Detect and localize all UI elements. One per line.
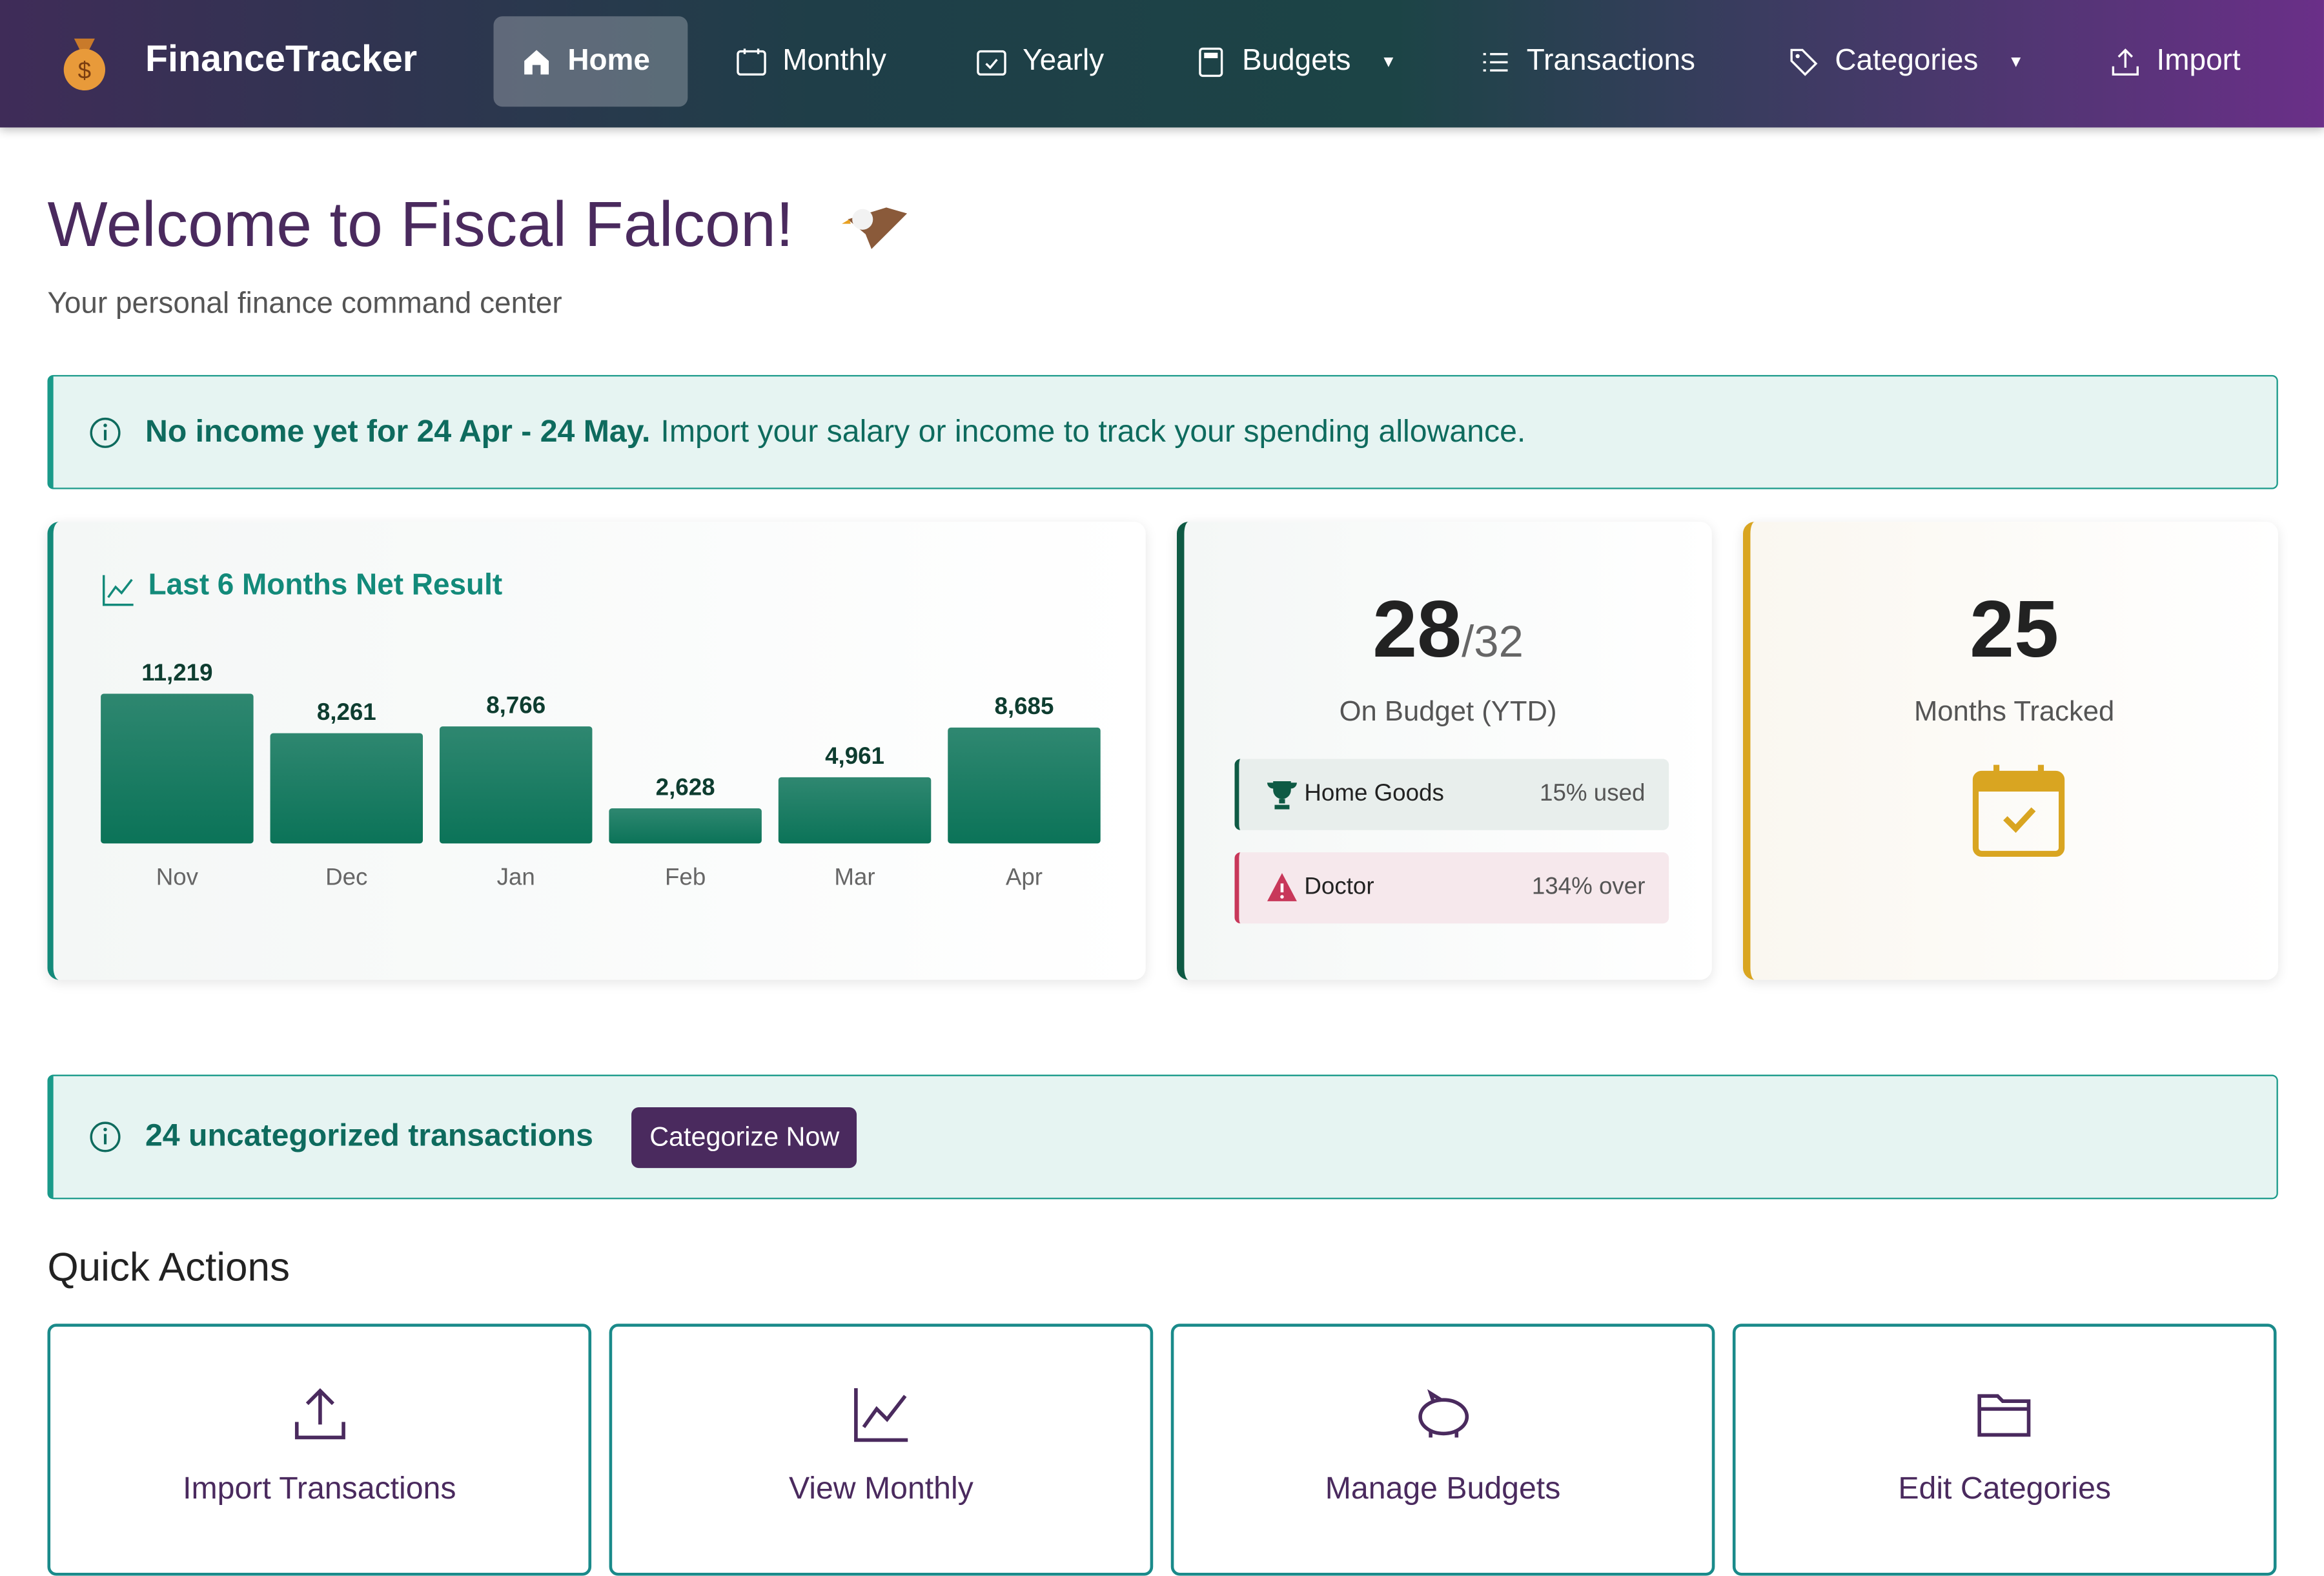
budget-row: Doctor 134% over bbox=[1234, 852, 1669, 924]
budget-status: 134% over bbox=[1531, 874, 1646, 900]
trophy-icon bbox=[1267, 781, 1297, 810]
nav-monthly[interactable]: Monthly bbox=[708, 16, 913, 107]
quick-action[interactable]: View Monthly bbox=[609, 1324, 1154, 1576]
value-label: 8,685 bbox=[995, 693, 1054, 719]
navbar: $ FinanceTracker Home Monthly Yearly Bud… bbox=[0, 0, 2324, 128]
bar bbox=[609, 808, 762, 844]
falcon-icon bbox=[842, 207, 908, 249]
svg-text:$: $ bbox=[78, 57, 91, 84]
nav-label: Transactions bbox=[1526, 44, 1695, 77]
quick-action[interactable]: Import Transactions bbox=[47, 1324, 592, 1576]
months-value: 25 bbox=[1970, 585, 2059, 675]
nav-label: Home bbox=[567, 44, 650, 77]
bar bbox=[101, 693, 254, 844]
months-card: 25 Months Tracked bbox=[1742, 522, 2278, 980]
x-tick-label: Nov bbox=[156, 864, 199, 890]
nav-transactions[interactable]: Transactions bbox=[1452, 16, 1722, 107]
nav-label: Categories bbox=[1835, 44, 1979, 77]
caret: ▼ bbox=[2008, 52, 2024, 71]
page-title: Welcome to Fiscal Falcon! bbox=[47, 189, 794, 261]
calendar-icon bbox=[1972, 764, 2065, 857]
months-label: Months Tracked bbox=[1913, 697, 2115, 728]
icon bbox=[977, 49, 1006, 75]
icon bbox=[524, 49, 549, 74]
net-chart-card: Last 6 Months Net Result 11,219 Nov 8,261 D… bbox=[47, 522, 1146, 980]
icon bbox=[1483, 52, 1508, 71]
bar bbox=[948, 727, 1101, 844]
nav-categories[interactable]: Categories ▼ bbox=[1761, 16, 2051, 107]
value-label: 8,766 bbox=[486, 692, 545, 719]
alert-strong: 24 uncategorized transactions bbox=[145, 1119, 593, 1154]
quick-action-label: View Monthly bbox=[788, 1471, 973, 1506]
alert-strong: No income yet for 24 Apr - 24 May. bbox=[145, 414, 651, 449]
bar bbox=[439, 726, 593, 844]
icon bbox=[1977, 1394, 2030, 1437]
nav-yearly[interactable]: Yearly bbox=[948, 16, 1130, 107]
nav-label: Yearly bbox=[1023, 44, 1105, 77]
icon bbox=[1790, 48, 1818, 76]
nav-label: Import bbox=[2156, 44, 2241, 77]
page-subtitle: Your personal finance command center bbox=[47, 287, 562, 320]
brand[interactable]: FinanceTracker bbox=[145, 38, 418, 80]
chart-icon bbox=[102, 575, 134, 606]
icon bbox=[737, 48, 766, 75]
x-tick-label: Mar bbox=[834, 864, 875, 890]
budget-name: Doctor bbox=[1304, 874, 1374, 900]
categorize-button[interactable]: Categorize Now bbox=[631, 1106, 857, 1168]
quick-action-label: Edit Categories bbox=[1898, 1471, 2112, 1506]
value-label: 4,961 bbox=[825, 742, 884, 769]
uncategorized-alert: 24 uncategorized transactions Categorize… bbox=[47, 1074, 2278, 1200]
nav-label: Budgets bbox=[1241, 44, 1351, 77]
budget-label: On Budget (YTD) bbox=[1339, 697, 1557, 728]
bar-chart: 11,219 Nov 8,261 Dec 8,766 Jan 2,628 Feb 4,961 Ma… bbox=[101, 659, 1101, 890]
bar bbox=[270, 733, 423, 844]
nav-budgets[interactable]: Budgets ▼ bbox=[1168, 16, 1423, 107]
value-label: 8,261 bbox=[317, 699, 376, 725]
info-icon bbox=[90, 1121, 121, 1152]
nav-label: Monthly bbox=[782, 44, 887, 77]
alert-text: Import your salary or income to track yo… bbox=[660, 414, 1526, 449]
chart-title: Last 6 Months Net Result bbox=[148, 569, 503, 602]
budget-row: Home Goods 15% used bbox=[1234, 759, 1669, 830]
icon bbox=[853, 1388, 908, 1442]
x-tick-label: Dec bbox=[325, 864, 367, 890]
x-tick-label: Feb bbox=[665, 864, 706, 890]
x-tick-label: Apr bbox=[1006, 864, 1043, 890]
icon bbox=[294, 1388, 345, 1440]
caret: ▼ bbox=[1380, 52, 1397, 71]
bar bbox=[778, 777, 932, 844]
icon bbox=[1199, 46, 1223, 77]
value-label: 11,219 bbox=[141, 659, 212, 686]
quick-action[interactable]: Manage Budgets bbox=[1170, 1324, 1715, 1576]
quick-action-label: Import Transactions bbox=[183, 1471, 456, 1506]
budget-status: 15% used bbox=[1540, 781, 1646, 806]
of-total: /32 bbox=[1462, 618, 1524, 668]
info-icon bbox=[90, 416, 121, 447]
on-budget: 28 bbox=[1372, 585, 1462, 675]
quick-action[interactable]: Edit Categories bbox=[1732, 1324, 2277, 1576]
brand-icon: $ bbox=[63, 38, 106, 91]
value-label: 2,628 bbox=[656, 773, 715, 800]
budget-score: 28/32 bbox=[1184, 584, 1711, 676]
icon bbox=[1418, 1389, 1469, 1438]
nav-home[interactable]: Home bbox=[493, 16, 688, 107]
budget-name: Home Goods bbox=[1304, 781, 1444, 806]
budget-card: 28/32 On Budget (YTD) Home Goods 15% used… bbox=[1176, 522, 1712, 980]
icon bbox=[2112, 47, 2139, 75]
nav-import[interactable]: Import bbox=[2083, 16, 2267, 107]
warning-icon bbox=[1267, 873, 1297, 901]
quick-action-label: Manage Budgets bbox=[1325, 1471, 1561, 1506]
section-title: Quick Actions bbox=[47, 1245, 290, 1290]
income-alert: No income yet for 24 Apr - 24 May. Impor… bbox=[47, 374, 2278, 489]
x-tick-label: Jan bbox=[497, 864, 535, 890]
